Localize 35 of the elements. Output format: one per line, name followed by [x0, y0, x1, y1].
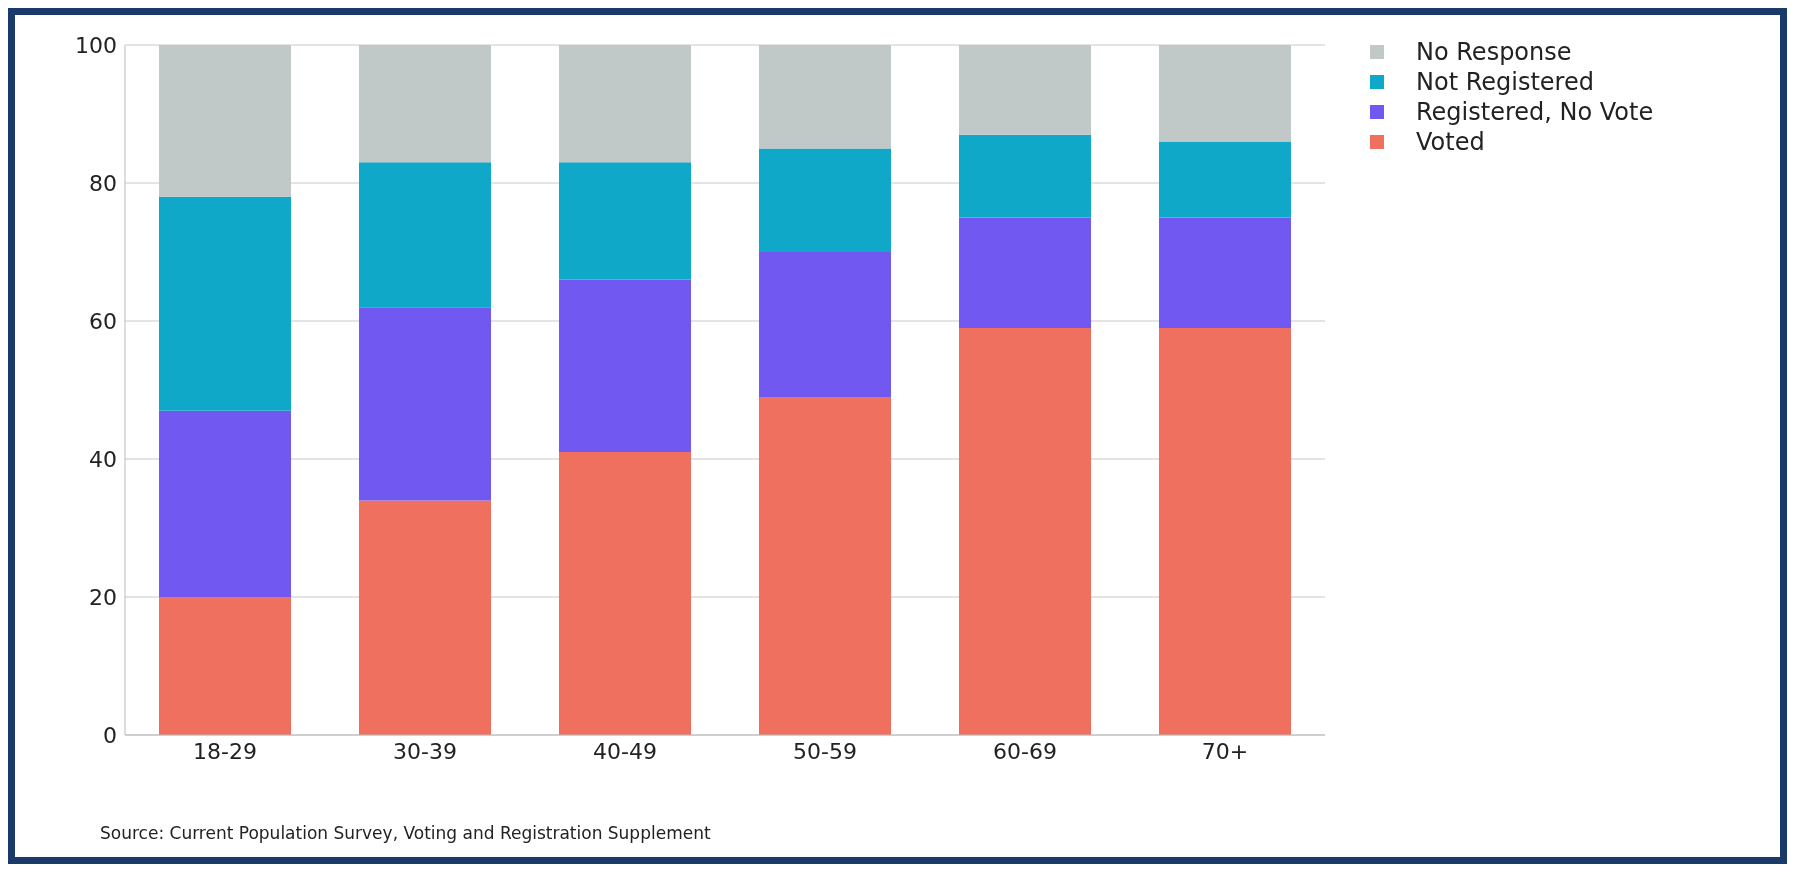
bar — [359, 162, 491, 308]
y-tick-label: 100 — [75, 32, 117, 58]
bar — [959, 217, 1091, 328]
x-tick-label: 70+ — [1201, 738, 1249, 764]
legend-label: No Response — [1416, 38, 1572, 66]
bar — [559, 279, 691, 453]
legend-label: Voted — [1416, 128, 1485, 156]
bar — [359, 307, 491, 501]
y-tick-label: 20 — [89, 584, 117, 610]
bar — [159, 597, 291, 735]
x-tick-label: 60-69 — [993, 738, 1057, 764]
bar — [759, 148, 891, 252]
bar — [959, 327, 1091, 735]
legend-label: Registered, No Vote — [1416, 98, 1654, 126]
x-tick-label: 40-49 — [593, 738, 657, 764]
bar — [159, 410, 291, 597]
bar — [759, 252, 891, 397]
bar — [559, 162, 691, 280]
legend-label: Not Registered — [1416, 68, 1594, 96]
y-tick-label: 60 — [89, 308, 117, 334]
bar — [559, 452, 691, 735]
y-tick-label: 80 — [89, 170, 117, 196]
bar — [1159, 217, 1291, 328]
x-tick-label: 30-39 — [393, 738, 457, 764]
bar — [1159, 327, 1291, 735]
bar — [159, 196, 291, 411]
bar — [1159, 141, 1291, 218]
bar — [359, 500, 491, 735]
bar — [759, 396, 891, 735]
source-note: Source: Current Population Survey, Voting and Registration Supplement — [100, 823, 711, 843]
y-tick-label: 40 — [89, 446, 117, 472]
bar — [959, 134, 1091, 218]
y-tick-label: 0 — [103, 722, 117, 748]
x-tick-label: 18-29 — [193, 738, 257, 764]
x-tick-label: 50-59 — [793, 738, 857, 764]
